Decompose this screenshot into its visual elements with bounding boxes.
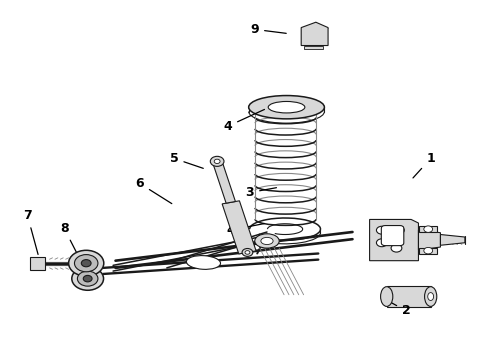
- Ellipse shape: [376, 239, 387, 247]
- Polygon shape: [419, 248, 437, 253]
- Ellipse shape: [72, 267, 103, 290]
- Polygon shape: [222, 201, 256, 254]
- Ellipse shape: [391, 244, 402, 252]
- Ellipse shape: [381, 287, 393, 306]
- Polygon shape: [419, 226, 437, 232]
- Ellipse shape: [245, 251, 250, 254]
- Ellipse shape: [424, 287, 437, 306]
- Ellipse shape: [248, 95, 324, 119]
- Polygon shape: [304, 45, 323, 49]
- FancyBboxPatch shape: [381, 226, 404, 246]
- Polygon shape: [301, 22, 328, 45]
- Text: 6: 6: [136, 177, 172, 204]
- Ellipse shape: [214, 159, 220, 163]
- Polygon shape: [387, 286, 431, 307]
- Ellipse shape: [186, 256, 220, 269]
- Ellipse shape: [255, 234, 279, 248]
- Ellipse shape: [210, 156, 224, 166]
- Ellipse shape: [268, 102, 305, 113]
- Ellipse shape: [81, 260, 91, 267]
- Ellipse shape: [424, 247, 433, 254]
- Text: 9: 9: [250, 23, 286, 36]
- Polygon shape: [369, 220, 418, 261]
- Ellipse shape: [428, 293, 434, 301]
- Ellipse shape: [393, 226, 404, 234]
- Polygon shape: [30, 257, 45, 270]
- Text: 4: 4: [226, 224, 264, 237]
- Ellipse shape: [74, 255, 98, 272]
- Ellipse shape: [77, 271, 98, 286]
- Text: 3: 3: [245, 186, 276, 199]
- Ellipse shape: [83, 275, 92, 282]
- Text: 8: 8: [60, 222, 77, 255]
- Ellipse shape: [376, 226, 387, 234]
- Text: 1: 1: [413, 152, 435, 178]
- Ellipse shape: [242, 248, 253, 256]
- Text: 5: 5: [170, 152, 203, 168]
- Ellipse shape: [261, 237, 273, 244]
- Ellipse shape: [424, 226, 433, 232]
- Text: 4: 4: [223, 109, 265, 133]
- Polygon shape: [418, 230, 441, 250]
- Text: 7: 7: [23, 210, 38, 255]
- Polygon shape: [441, 234, 465, 245]
- Ellipse shape: [69, 250, 104, 276]
- Text: 2: 2: [389, 301, 411, 318]
- Polygon shape: [213, 161, 235, 203]
